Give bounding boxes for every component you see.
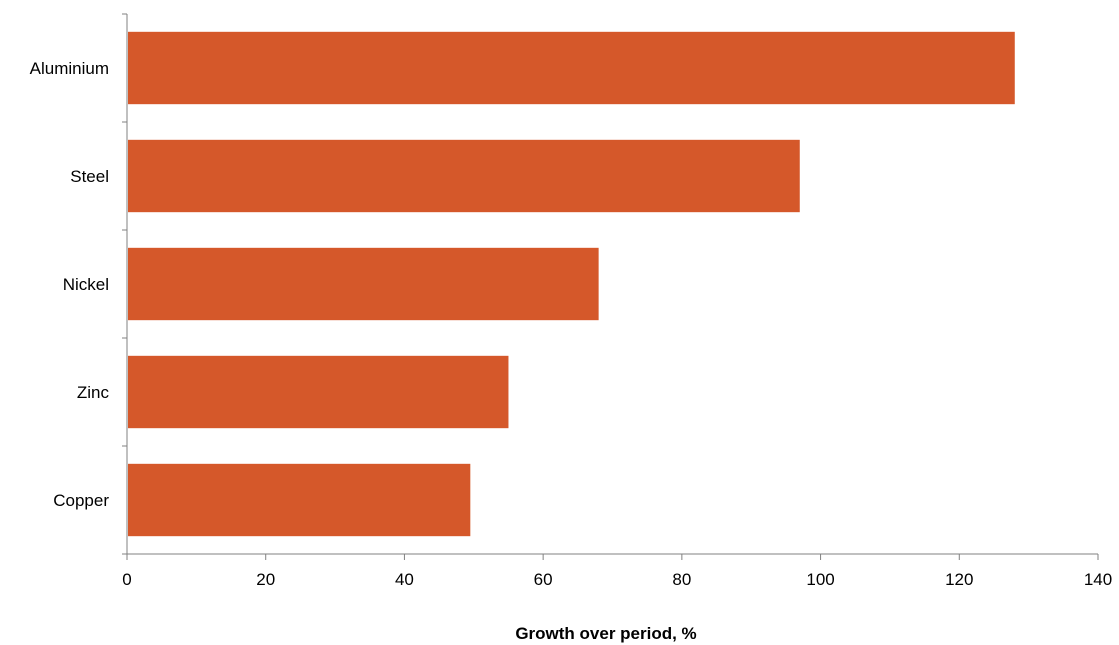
bar-steel xyxy=(128,139,800,213)
x-tick-label-80: 80 xyxy=(672,570,691,589)
category-label-copper: Copper xyxy=(53,491,109,510)
category-label-zinc: Zinc xyxy=(77,383,110,402)
x-tick-label-140: 140 xyxy=(1084,570,1112,589)
x-tick-label-0: 0 xyxy=(122,570,131,589)
x-tick-label-120: 120 xyxy=(945,570,973,589)
bar-aluminium xyxy=(128,31,1015,105)
x-axis-title: Growth over period, % xyxy=(515,624,696,643)
x-tick-labels: 0 20 40 60 80 100 120 140 xyxy=(122,570,1112,589)
bar-nickel xyxy=(128,247,599,321)
category-label-nickel: Nickel xyxy=(63,275,109,294)
category-labels: Aluminium Steel Nickel Zinc Copper xyxy=(30,59,110,510)
y-axis xyxy=(122,13,128,555)
category-label-aluminium: Aluminium xyxy=(30,59,109,78)
bars-group xyxy=(128,31,1015,537)
x-tick-label-60: 60 xyxy=(534,570,553,589)
x-axis xyxy=(126,553,1099,560)
x-tick-label-100: 100 xyxy=(806,570,834,589)
bar-copper xyxy=(128,463,471,537)
bar-zinc xyxy=(128,355,509,429)
x-tick-label-20: 20 xyxy=(256,570,275,589)
x-tick-label-40: 40 xyxy=(395,570,414,589)
category-label-steel: Steel xyxy=(70,167,109,186)
